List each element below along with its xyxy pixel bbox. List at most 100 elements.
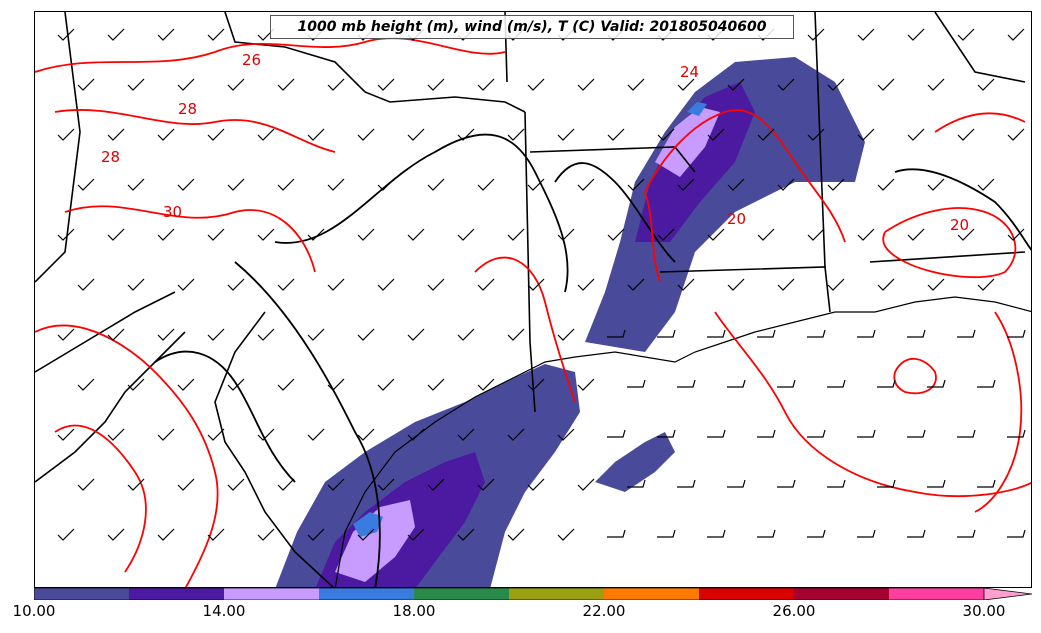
wind-barb-icon: [807, 329, 826, 338]
shade-region-mississippi-mid: [635, 82, 755, 242]
wind-barb-icon: [427, 78, 445, 91]
wind-barb-icon: [957, 28, 975, 41]
wind-barb-icon: [957, 429, 976, 438]
wind-speed-shading: [275, 57, 865, 587]
border-line: [214, 311, 335, 587]
wind-barb-icon: [557, 328, 575, 341]
wind-barb-icon: [877, 379, 896, 388]
colorbar: [34, 588, 1033, 600]
colorbar-segment: [319, 588, 415, 600]
wind-barb-icon: [977, 379, 996, 388]
temp-contour-line: [474, 256, 576, 403]
wind-barb-icon: [977, 78, 995, 91]
wind-barb-icon: [177, 478, 195, 491]
wind-barb-icon: [377, 78, 395, 91]
wind-barb-icon: [777, 479, 796, 488]
border-line: [35, 331, 186, 483]
wind-barb-icon: [227, 178, 245, 191]
wind-barb-icon: [507, 528, 525, 541]
wind-barb-icon: [857, 529, 876, 538]
wind-barb-icon: [377, 278, 395, 291]
height-contour-line: [554, 162, 676, 263]
wind-barb-icon: [427, 178, 445, 191]
wind-barb-icon: [207, 328, 225, 341]
wind-barb-icon: [157, 528, 175, 541]
wind-barb-icon: [57, 128, 75, 141]
wind-barb-icon: [577, 478, 595, 491]
colorbar-tick-label: 22.00: [582, 602, 626, 620]
shade-region-mississippi-core: [687, 102, 707, 116]
wind-barb-icon: [177, 78, 195, 91]
temp-contour-line: [64, 205, 316, 273]
wind-barb-icon: [527, 278, 545, 291]
wind-barb-icon: [557, 228, 575, 241]
wind-barb-icon: [207, 428, 225, 441]
temp-contour-line: [54, 109, 336, 153]
colorbar-segment: [509, 588, 605, 600]
wind-barb-icon: [107, 228, 125, 241]
wind-barb-icon: [977, 479, 996, 488]
temp-contour-line: [714, 311, 1031, 497]
wind-barb-icon: [107, 28, 125, 41]
wind-barb-icon: [957, 329, 976, 338]
wind-barb-icon: [907, 228, 925, 241]
colorbar-tick-label: 14.00: [202, 602, 246, 620]
wind-barb-icon: [727, 78, 745, 91]
wind-barb-icon: [307, 128, 325, 141]
wind-barb-icon: [257, 428, 275, 441]
temp-contour-line: [893, 357, 937, 395]
colorbar-segment: [794, 588, 890, 600]
wind-barb-icon: [677, 78, 695, 91]
wind-barb-icon: [1007, 228, 1025, 241]
wind-barb-icon: [157, 228, 175, 241]
wind-barb-icon: [477, 278, 495, 291]
coast-line: [334, 296, 1031, 587]
map-canvas: 26 28 28 30 20 24 20: [35, 12, 1031, 587]
colorbar-tick-label: 26.00: [772, 602, 816, 620]
shade-region-mississippi-inner: [655, 107, 720, 177]
wind-barb-icon: [727, 479, 746, 488]
wind-barb-icon: [877, 278, 895, 291]
wind-barb-icon: [127, 478, 145, 491]
wind-barb-icon: [857, 429, 876, 438]
wind-barb-icon: [407, 328, 425, 341]
wind-barb-icon: [407, 528, 425, 541]
wind-barb-icon: [527, 378, 545, 391]
wind-barb-icon: [77, 478, 95, 491]
wind-barb-icon: [157, 28, 175, 41]
wind-barb-icon: [507, 228, 525, 241]
wind-barb-icon: [327, 378, 345, 391]
wind-barb-icon: [577, 178, 595, 191]
wind-barb-icon: [1007, 329, 1026, 338]
colorbar-extension-arrow: [983, 588, 1033, 600]
wind-barb-icon: [827, 479, 846, 488]
shade-region-gulf-texas-inner: [335, 500, 415, 582]
wind-barb-icon: [257, 228, 275, 241]
wind-barb-icon: [727, 178, 745, 191]
wind-barb-icon: [227, 78, 245, 91]
border-line: [524, 111, 536, 413]
wind-barb-icon: [177, 178, 195, 191]
colorbar-tick-label: 10.00: [12, 602, 56, 620]
wind-barb-icon: [257, 528, 275, 541]
wind-barb-icon: [957, 128, 975, 141]
coastline: [334, 296, 1031, 587]
plot-title: 1000 mb height (m), wind (m/s), T (C) Va…: [297, 19, 767, 35]
temp-contour-line: [644, 109, 846, 243]
shade-region-gulf-texas-core: [353, 512, 383, 537]
wind-barb-icon: [757, 429, 776, 438]
wind-barb-icon: [277, 178, 295, 191]
wind-barb-icon: [227, 378, 245, 391]
colorbar-segment: [699, 588, 795, 600]
border-line: [869, 251, 1026, 263]
wind-barb-icon: [357, 128, 375, 141]
wind-barb-icon: [927, 278, 945, 291]
temp-contour-line: [934, 112, 1026, 133]
wind-barb-icon: [627, 278, 645, 291]
colorbar-segment: [414, 588, 510, 600]
wind-barb-icon: [777, 78, 795, 91]
plot-title-box: 1000 mb height (m), wind (m/s), T (C) Va…: [270, 15, 794, 39]
height-contours: [154, 133, 1031, 587]
wind-barb-icon: [927, 479, 946, 488]
wind-barb-icon: [957, 228, 975, 241]
